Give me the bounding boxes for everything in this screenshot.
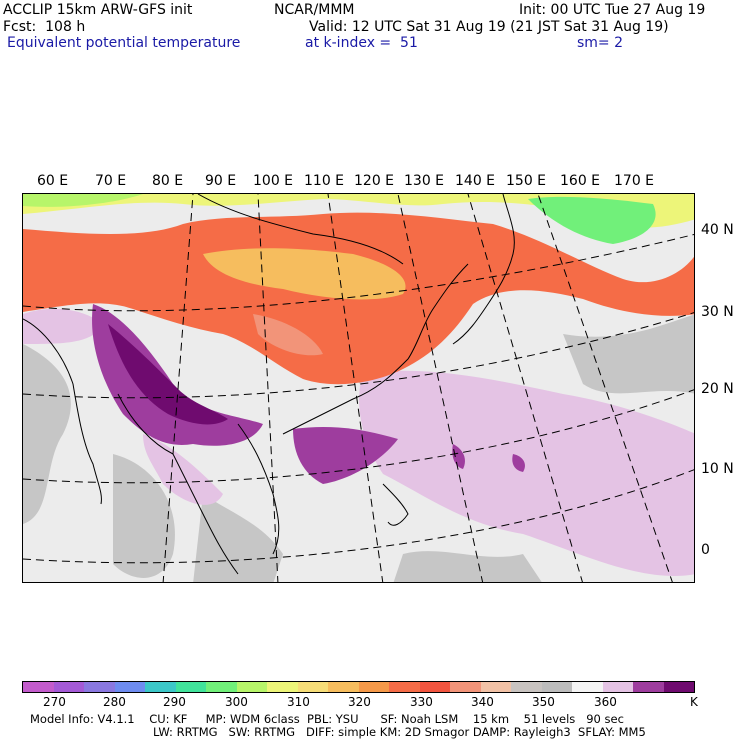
longitude-label: 110 E xyxy=(304,173,345,189)
longitude-label: 150 E xyxy=(506,173,547,189)
colorbar-swatch xyxy=(480,682,511,692)
colorbar-swatch xyxy=(267,682,298,692)
longitude-label: 90 E xyxy=(205,173,237,189)
colorbar-label: 290 xyxy=(163,695,186,709)
cool-band-green xyxy=(528,196,656,244)
field-name: Equivalent potential temperature xyxy=(7,35,241,51)
colorbar-label: 360 xyxy=(594,695,617,709)
model-info-line1: Model Info: V4.1.1 CU: KF MP: WDM 6class… xyxy=(30,712,624,726)
colorbar-swatch xyxy=(236,682,267,692)
theta-e-map xyxy=(23,194,694,582)
longitude-label: 160 E xyxy=(560,173,601,189)
colorbar-swatch xyxy=(114,682,145,692)
colorbar-swatch xyxy=(450,682,481,692)
latitude-label: 0 xyxy=(701,542,710,558)
colorbar-swatch xyxy=(572,682,603,692)
colorbar-swatch xyxy=(663,682,694,692)
colorbar-label: 280 xyxy=(103,695,126,709)
dark-purple-core xyxy=(108,324,228,425)
colorbar-label: 310 xyxy=(287,695,310,709)
cool-band-lime-left xyxy=(23,194,143,207)
longitude-label: 120 E xyxy=(354,173,395,189)
level-index: at k-index = 51 xyxy=(305,35,418,51)
colorbar-swatch xyxy=(23,682,54,692)
longitude-label: 140 E xyxy=(455,173,496,189)
colorbar-swatch xyxy=(358,682,389,692)
colorbar-swatch xyxy=(633,682,664,692)
colorbar-swatch xyxy=(602,682,633,692)
colorbar-swatch xyxy=(389,682,420,692)
colorbar-swatch xyxy=(84,682,115,692)
longitude-label: 100 E xyxy=(253,173,294,189)
forecast-hour: Fcst: 108 h xyxy=(3,19,86,35)
coastlines xyxy=(23,194,515,575)
colorbar-swatch xyxy=(511,682,542,692)
longitude-label: 80 E xyxy=(152,173,184,189)
salmon-patch xyxy=(253,314,323,356)
graticule xyxy=(23,194,694,582)
latitude-label: 10 N xyxy=(701,461,734,477)
map-panel xyxy=(22,193,695,583)
colorbar-swatch xyxy=(419,682,450,692)
lavender-regions xyxy=(23,308,694,576)
colorbar-swatch xyxy=(175,682,206,692)
warm-band-orange xyxy=(203,248,406,300)
latitude-label: 30 N xyxy=(701,304,734,320)
valid-time: Valid: 12 UTC Sat 31 Aug 19 (21 JST Sat … xyxy=(309,19,669,35)
longitude-label: 60 E xyxy=(37,173,69,189)
latitude-label: 20 N xyxy=(701,381,734,397)
colorbar-label: K xyxy=(690,695,698,709)
longitude-label: 170 E xyxy=(614,173,655,189)
purple-regions xyxy=(92,304,525,484)
model-title: ACCLIP 15km ARW-GFS init xyxy=(3,2,193,18)
colorbar xyxy=(22,681,695,693)
organization-label: NCAR/MMM xyxy=(274,2,355,18)
colorbar-swatch xyxy=(297,682,328,692)
model-info-line2: LW: RRTMG SW: RRTMG DIFF: simple KM: 2D … xyxy=(153,725,646,739)
colorbar-swatch xyxy=(328,682,359,692)
colorbar-label: 330 xyxy=(410,695,433,709)
colorbar-label: 270 xyxy=(43,695,66,709)
colorbar-swatch xyxy=(145,682,176,692)
colorbar-label: 300 xyxy=(225,695,248,709)
latitude-label: 40 N xyxy=(701,222,734,238)
colorbar-label: 320 xyxy=(348,695,371,709)
colorbar-label: 350 xyxy=(532,695,555,709)
colorbar-swatch xyxy=(206,682,237,692)
longitude-label: 70 E xyxy=(95,173,127,189)
cool-band-yellow xyxy=(23,194,694,228)
longitude-label: 130 E xyxy=(404,173,445,189)
colorbar-swatch xyxy=(53,682,84,692)
colorbar-label: 340 xyxy=(471,695,494,709)
smoothing-label: sm= 2 xyxy=(577,35,624,51)
colorbar-swatch xyxy=(541,682,572,692)
init-time: Init: 00 UTC Tue 27 Aug 19 xyxy=(519,2,706,18)
